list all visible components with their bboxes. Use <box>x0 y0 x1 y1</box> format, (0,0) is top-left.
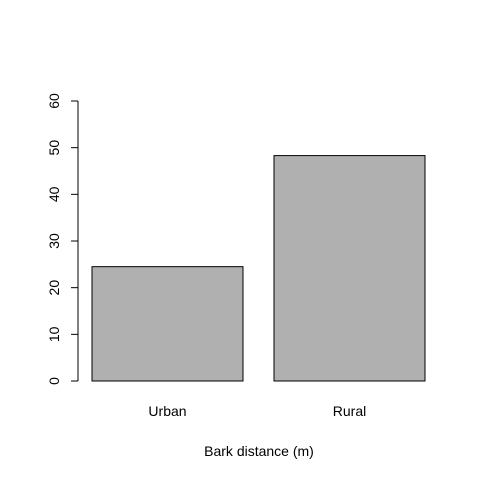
bar-rural <box>273 155 426 382</box>
y-tick-label: 20 <box>46 280 62 296</box>
x-category-label: Urban <box>148 403 186 419</box>
y-tick-label: 10 <box>46 326 62 342</box>
bar-urban <box>91 266 244 382</box>
y-tick-label: 60 <box>46 93 62 109</box>
x-category-label: Rural <box>333 403 366 419</box>
y-tick-label: 50 <box>46 140 62 156</box>
y-tick-label: 40 <box>46 186 62 202</box>
y-tick-label: 0 <box>46 377 62 385</box>
bars-group <box>91 155 426 382</box>
y-axis: 0 10 20 30 40 50 60 <box>46 93 79 385</box>
y-tick-label: 30 <box>46 233 62 249</box>
x-category-labels: Urban Rural <box>148 403 366 419</box>
x-axis-title: Bark distance (m) <box>204 443 314 459</box>
